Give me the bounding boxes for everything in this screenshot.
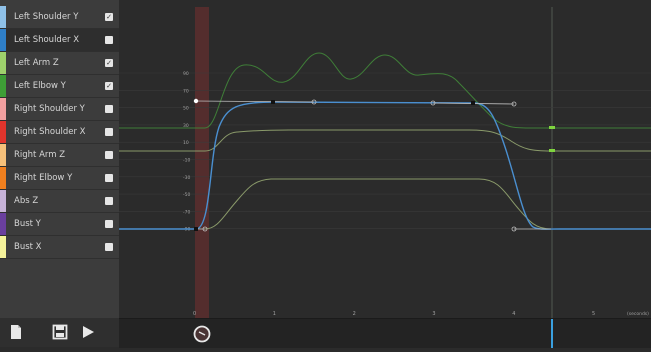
channel-label: Left Arm Z: [14, 58, 59, 68]
channel-item[interactable]: Left Shoulder Y ✓: [0, 6, 119, 29]
x-axis-unit-label: (seconds): [627, 311, 649, 317]
channel-color-swatch: [0, 167, 6, 189]
channel-label: Left Shoulder X: [14, 35, 80, 45]
channel-visibility-checkbox[interactable]: [105, 197, 113, 205]
tangent-handle-line: [195, 100, 315, 103]
playhead-band[interactable]: [195, 7, 209, 318]
channel-label: Abs Z: [14, 196, 39, 206]
y-tick-label: -70: [183, 209, 190, 215]
playhead-knob-icon: [198, 331, 206, 336]
channel-color-swatch: [0, 236, 6, 258]
x-tick-label: 4: [512, 311, 515, 317]
channel-visibility-checkbox[interactable]: [105, 105, 113, 113]
x-tick-label: 5: [592, 311, 595, 317]
x-tick-label: 2: [353, 311, 356, 317]
channel-label: Right Shoulder X: [14, 127, 86, 137]
x-tick-label: 0: [193, 311, 196, 317]
keyframe-point[interactable]: [193, 98, 199, 104]
channel-color-swatch: [0, 190, 6, 212]
channel-visibility-checkbox[interactable]: ✓: [105, 59, 113, 67]
channel-visibility-checkbox[interactable]: [105, 243, 113, 251]
y-tick-label: -30: [183, 175, 190, 181]
channel-visibility-checkbox[interactable]: [105, 220, 113, 228]
channel-label: Left Elbow Y: [14, 81, 66, 91]
grid-lines: [119, 72, 651, 229]
channel-item[interactable]: Left Elbow Y ✓: [0, 75, 119, 98]
y-tick-label: 10: [183, 140, 189, 146]
channel-item[interactable]: Left Arm Z ✓: [0, 52, 119, 75]
y-tick-label: 30: [183, 123, 189, 129]
channel-item[interactable]: Right Shoulder Y: [0, 98, 119, 121]
channel-visibility-checkbox[interactable]: ✓: [105, 82, 113, 90]
keyframe-point[interactable]: [194, 227, 198, 231]
time-cursor-marker[interactable]: [551, 319, 553, 348]
tangent-handle-point[interactable]: [311, 99, 317, 105]
y-tick-label: -10: [183, 158, 190, 164]
keyframe-point[interactable]: [549, 149, 555, 152]
channel-visibility-checkbox[interactable]: [105, 174, 113, 182]
keyframe-point[interactable]: [549, 126, 555, 129]
keyframe-point[interactable]: [271, 100, 275, 104]
channel-label: Left Shoulder Y: [14, 12, 79, 22]
channel-item[interactable]: Left Shoulder X: [0, 29, 119, 52]
tangent-handle-point[interactable]: [202, 226, 208, 232]
channel-label: Bust Y: [14, 219, 41, 229]
channel-item[interactable]: Bust Y: [0, 213, 119, 236]
channel-label: Right Elbow Y: [14, 173, 73, 183]
channel-visibility-checkbox[interactable]: [105, 128, 113, 136]
channel-visibility-checkbox[interactable]: ✓: [105, 13, 113, 21]
sidebar-toolbar: [0, 318, 119, 347]
channel-visibility-checkbox[interactable]: [105, 36, 113, 44]
tangent-handle-point[interactable]: [511, 226, 517, 232]
channel-item[interactable]: Abs Z: [0, 190, 119, 213]
channel-sidebar: Left Shoulder Y ✓ Left Shoulder X Left Arm …: [0, 0, 119, 347]
channel-color-swatch: [0, 144, 6, 166]
save-icon[interactable]: [52, 324, 68, 340]
channel-color-swatch: [0, 75, 6, 97]
tangent-handle-point[interactable]: [430, 100, 436, 106]
channel-color-swatch: [0, 52, 6, 74]
channel-color-swatch: [0, 213, 6, 235]
y-tick-label: 70: [183, 88, 189, 94]
channel-list: Left Shoulder Y ✓ Left Shoulder X Left Arm …: [0, 6, 119, 259]
timeline-scrubber[interactable]: [119, 318, 651, 348]
y-tick-label: -50: [183, 192, 190, 198]
new-document-icon[interactable]: [8, 324, 24, 340]
channel-item[interactable]: Right Arm Z: [0, 144, 119, 167]
channel-color-swatch: [0, 121, 6, 143]
x-tick-label: 1: [273, 311, 276, 317]
curve-left-arm-z[interactable]: [119, 129, 651, 152]
x-axis-labels: 0 1 2 3 4 5 (seconds): [193, 311, 649, 317]
channel-item[interactable]: Bust X: [0, 236, 119, 259]
channel-label: Right Shoulder Y: [14, 104, 85, 114]
channel-color-swatch: [0, 98, 6, 120]
channel-color-swatch: [0, 29, 6, 51]
channel-item[interactable]: Right Elbow Y: [0, 167, 119, 190]
channel-item[interactable]: Right Shoulder X: [0, 121, 119, 144]
y-tick-label: 90: [183, 71, 189, 77]
keyframe-point[interactable]: [471, 101, 475, 105]
y-tick-label: 50: [183, 106, 189, 112]
curve-left-elbow-y[interactable]: [119, 52, 651, 129]
tangent-handle-point[interactable]: [511, 101, 517, 107]
play-icon[interactable]: [80, 324, 96, 340]
curve-left-shoulder-x[interactable]: [119, 101, 651, 230]
channel-label: Bust X: [14, 242, 42, 252]
curve-editor[interactable]: 90 70 50 30 10 -10 -30 -50 -70 -90 0 1 2 3 4 5 (seconds…: [119, 7, 651, 318]
channel-label: Right Arm Z: [14, 150, 66, 160]
channel-visibility-checkbox[interactable]: [105, 151, 113, 159]
channel-color-swatch: [0, 6, 6, 28]
x-tick-label: 3: [432, 311, 435, 317]
